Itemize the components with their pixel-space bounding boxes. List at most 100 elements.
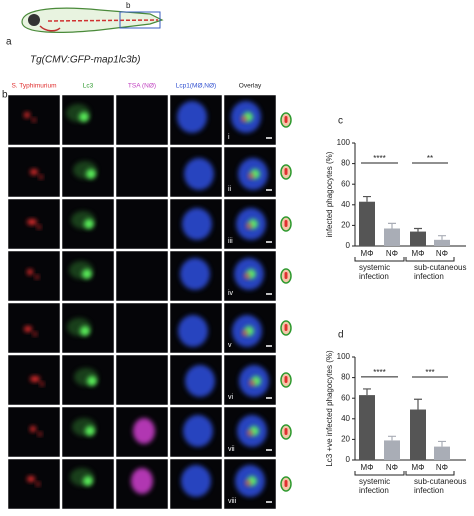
zebrafish-sketch <box>21 7 164 33</box>
signal <box>242 330 248 336</box>
signal <box>24 326 32 332</box>
x-tick-label: MΦ <box>411 249 424 258</box>
group-bracket <box>354 257 405 262</box>
row-numeral: viii <box>228 498 237 505</box>
significance-label: ** <box>427 154 433 163</box>
micrograph <box>115 198 169 250</box>
y-tick-label: 100 <box>337 352 351 361</box>
y-tick-label: 40 <box>341 414 350 423</box>
y-tick-label: 20 <box>341 435 350 444</box>
signal <box>84 219 94 229</box>
y-tick-label: 60 <box>341 393 350 402</box>
panel-label: c <box>338 116 343 127</box>
signal <box>82 269 92 279</box>
caption: Tg(CMV:GFP-map1lc3b) <box>30 55 140 66</box>
signal <box>180 258 210 290</box>
significance-label: **** <box>373 368 385 377</box>
group-label: infection <box>414 486 444 495</box>
signal <box>27 476 35 482</box>
micrograph <box>7 458 61 510</box>
bacterium-icon <box>284 324 288 331</box>
signal <box>248 173 254 179</box>
signal <box>33 332 37 336</box>
micrograph <box>115 250 169 302</box>
bacterium-icon <box>284 480 288 487</box>
error-bar <box>388 435 396 441</box>
micrograph <box>7 250 61 302</box>
row-numeral: i <box>228 134 230 141</box>
group-label: infection <box>414 272 444 281</box>
group-label: sub-cutaneous <box>414 263 466 272</box>
micrograph-grid <box>7 94 292 510</box>
signal <box>35 275 39 279</box>
signal <box>40 382 44 386</box>
group-label: infection <box>359 272 389 281</box>
y-axis-title: infected phagocytes (%) <box>325 151 334 237</box>
significance-label: *** <box>425 368 434 377</box>
x-tick-label: MΦ <box>360 463 373 472</box>
y-tick-label: 0 <box>346 241 351 250</box>
error-bar <box>388 222 396 229</box>
micrograph <box>7 406 61 458</box>
micrograph <box>115 354 169 406</box>
column-header: Lcp1(MØ,NØ) <box>176 83 216 90</box>
error-bar <box>363 195 371 202</box>
group-bracket <box>405 257 455 262</box>
row-numeral: ii <box>228 186 232 193</box>
error-bar <box>414 227 422 232</box>
row-numeral: vii <box>228 446 235 453</box>
group-label: systemic <box>359 263 390 272</box>
x-tick-label: NΦ <box>386 463 398 472</box>
bacterium-icon <box>284 272 288 279</box>
signal <box>183 415 213 447</box>
signal <box>24 112 30 118</box>
signal <box>32 118 36 122</box>
bar <box>434 446 450 460</box>
y-tick-label: 80 <box>341 159 350 168</box>
x-tick-label: MΦ <box>411 463 424 472</box>
micrograph <box>115 302 169 354</box>
signal <box>30 169 38 175</box>
signal <box>79 112 89 122</box>
row-numeral: iii <box>228 238 233 245</box>
signal <box>38 432 42 436</box>
signal <box>87 376 97 386</box>
error-bar <box>438 440 446 447</box>
signal <box>36 482 40 486</box>
group-label: systemic <box>359 477 390 486</box>
row-numeral: vi <box>228 394 234 401</box>
bar <box>434 239 450 246</box>
x-tick-label: MΦ <box>360 249 373 258</box>
micrograph <box>115 94 169 146</box>
signal <box>249 380 255 386</box>
group-bracket <box>405 471 455 476</box>
signal <box>185 365 215 397</box>
row-numeral: v <box>228 342 232 349</box>
signal <box>131 468 153 494</box>
signal <box>86 169 96 179</box>
x-tick-label: NΦ <box>436 249 448 258</box>
panel-label: d <box>338 330 344 341</box>
bar <box>410 409 426 460</box>
signal <box>246 223 252 229</box>
y-tick-label: 80 <box>341 373 350 382</box>
signal <box>241 116 247 122</box>
bar <box>359 201 375 246</box>
bacterium-icon <box>284 220 288 227</box>
signal <box>247 430 253 436</box>
signal <box>178 315 208 347</box>
signal <box>177 101 207 133</box>
group-label: infection <box>359 486 389 495</box>
micrograph <box>7 302 61 354</box>
signal <box>244 273 250 279</box>
signal <box>181 465 211 497</box>
bacterium-icon <box>284 376 288 383</box>
signal <box>27 219 37 225</box>
signal <box>27 269 33 275</box>
bar <box>410 231 426 246</box>
x-tick-label: NΦ <box>436 463 448 472</box>
signal <box>30 376 40 382</box>
y-tick-label: 20 <box>341 221 350 230</box>
bar <box>384 440 400 460</box>
